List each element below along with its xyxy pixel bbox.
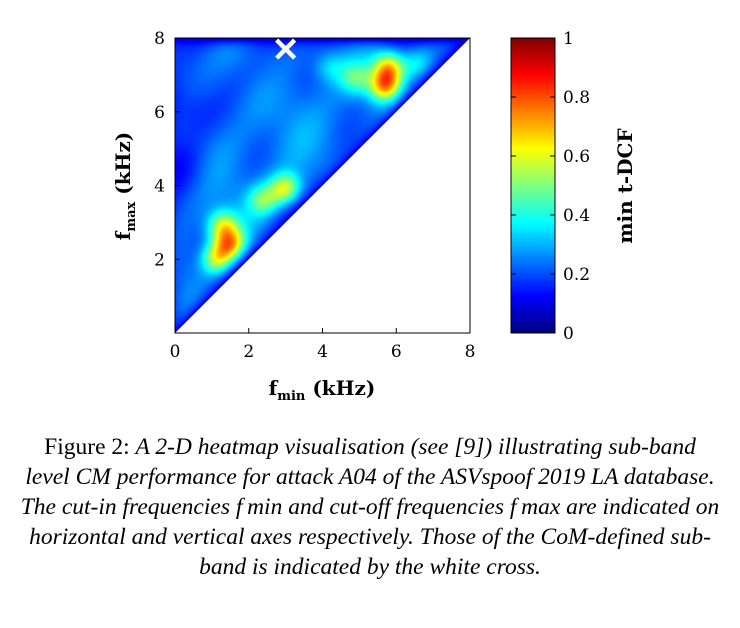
caption-text: A 2-D heatmap visualisation (see [9]) il… [20, 434, 720, 580]
heatmap-figure: 0 2 4 6 8 2 4 6 8 fmin (kHz) fmax (kHz) 0 0.2 0.4… [111, 29, 637, 404]
colorbar: 0 0.2 0.4 0.6 0.8 1 min t-DCF [510, 29, 637, 344]
colorbar-tick-label: 0.4 [563, 206, 590, 226]
x-tick-label: 2 [243, 342, 254, 362]
colorbar-ticks: 0 0.2 0.4 0.6 0.8 1 [511, 29, 590, 344]
figure-caption: Figure 2: A 2-D heatmap visualisation (s… [20, 432, 720, 582]
y-tick-label: 2 [154, 250, 165, 270]
y-tick-label: 6 [154, 103, 165, 123]
y-axis-ticks: 2 4 6 8 [154, 29, 180, 270]
y-axis-label: fmax (kHz) [111, 132, 139, 241]
x-tick-label: 6 [391, 342, 402, 362]
x-axis-ticks: 0 2 4 6 8 [170, 328, 476, 362]
x-tick-label: 4 [317, 342, 328, 362]
x-axis-label: fmin (kHz) [269, 376, 376, 404]
x-tick-label: 0 [170, 342, 181, 362]
colorbar-tick-label: 0.2 [563, 265, 590, 285]
colorbar-tick-label: 0 [563, 324, 574, 344]
heatmap-plot-area: 0 2 4 6 8 2 4 6 8 [154, 29, 475, 362]
colorbar-gradient [510, 37, 556, 334]
caption-prefix: Figure 2: [44, 434, 136, 460]
com-cross-stroke [275, 38, 297, 60]
colorbar-label: min t-DCF [613, 128, 637, 243]
colorbar-tick-label: 0.6 [563, 147, 590, 167]
y-tick-label: 8 [154, 29, 165, 49]
heatmap-cells [175, 38, 470, 333]
com-cross-marker [275, 38, 297, 60]
x-tick-label: 8 [465, 342, 476, 362]
y-tick-label: 4 [154, 177, 165, 197]
colorbar-tick-label: 1 [563, 29, 574, 49]
colorbar-tick-label: 0.8 [563, 88, 590, 108]
